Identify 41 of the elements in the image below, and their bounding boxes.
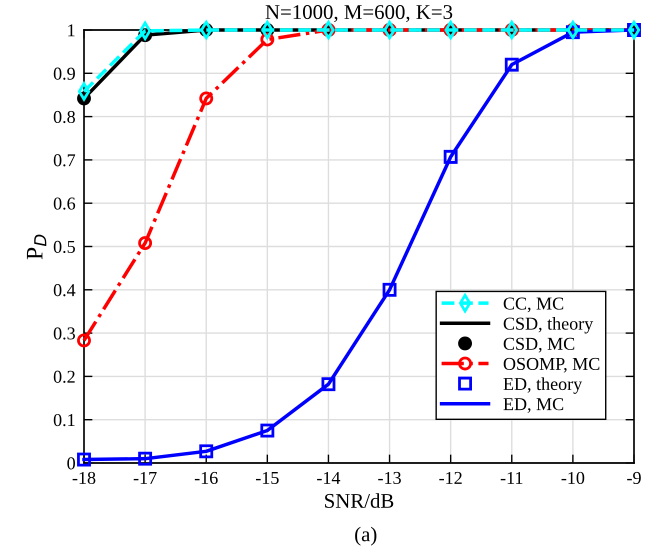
y-tick-label: 0.9	[54, 68, 75, 80]
point	[138, 452, 152, 466]
x-tick-label: -10	[562, 472, 584, 484]
y-axis-title: P$_{D}$	[26, 234, 46, 260]
x-tick-label: -11	[500, 472, 522, 484]
legend-label: OSOMP, MC	[504, 358, 600, 373]
y-tick-label: 0.3	[54, 327, 75, 340]
y-tick-label: 0.5	[54, 240, 75, 254]
y-tick-label: 0.2	[54, 370, 75, 383]
legend-label: CC, MC	[504, 298, 564, 312]
y-tick-label: 0.8	[54, 110, 75, 124]
point	[322, 377, 336, 392]
point	[199, 444, 214, 458]
legend-label: ED, MC	[503, 398, 564, 413]
x-tick-label: -9	[627, 472, 641, 484]
y-tick-label: 0.7	[54, 154, 76, 166]
point	[260, 424, 274, 438]
x-tick-label: -12	[439, 472, 462, 484]
x-tick-label: -15	[256, 472, 279, 484]
point	[444, 150, 458, 164]
legend-label: ED, theory	[503, 377, 582, 394]
x-axis-title: SNR/dB	[325, 493, 394, 508]
text: (a)	[355, 526, 376, 546]
x-tick-label: -14	[317, 472, 340, 484]
x-tick-label: -16	[194, 472, 218, 484]
point	[504, 58, 519, 72]
y-tick-label: 0	[67, 457, 75, 470]
point	[77, 334, 91, 348]
x-tick-label: -17	[134, 472, 157, 484]
point	[138, 236, 152, 250]
legend-label: CSD, MC	[504, 338, 574, 353]
point	[199, 91, 214, 106]
x-tick-label: -13	[378, 472, 401, 484]
y-tick-label: 0.4	[54, 284, 76, 296]
chart-title: N=1000, M=600, K=3	[266, 5, 452, 22]
y-tick-label: 0.6	[54, 197, 76, 210]
y-tick-label: 0.1	[54, 414, 75, 426]
legend-label: CSD, theory	[504, 317, 594, 334]
y-tick-label: 1	[68, 24, 75, 36]
point	[382, 282, 396, 297]
x-tick-label: -18	[72, 472, 96, 484]
